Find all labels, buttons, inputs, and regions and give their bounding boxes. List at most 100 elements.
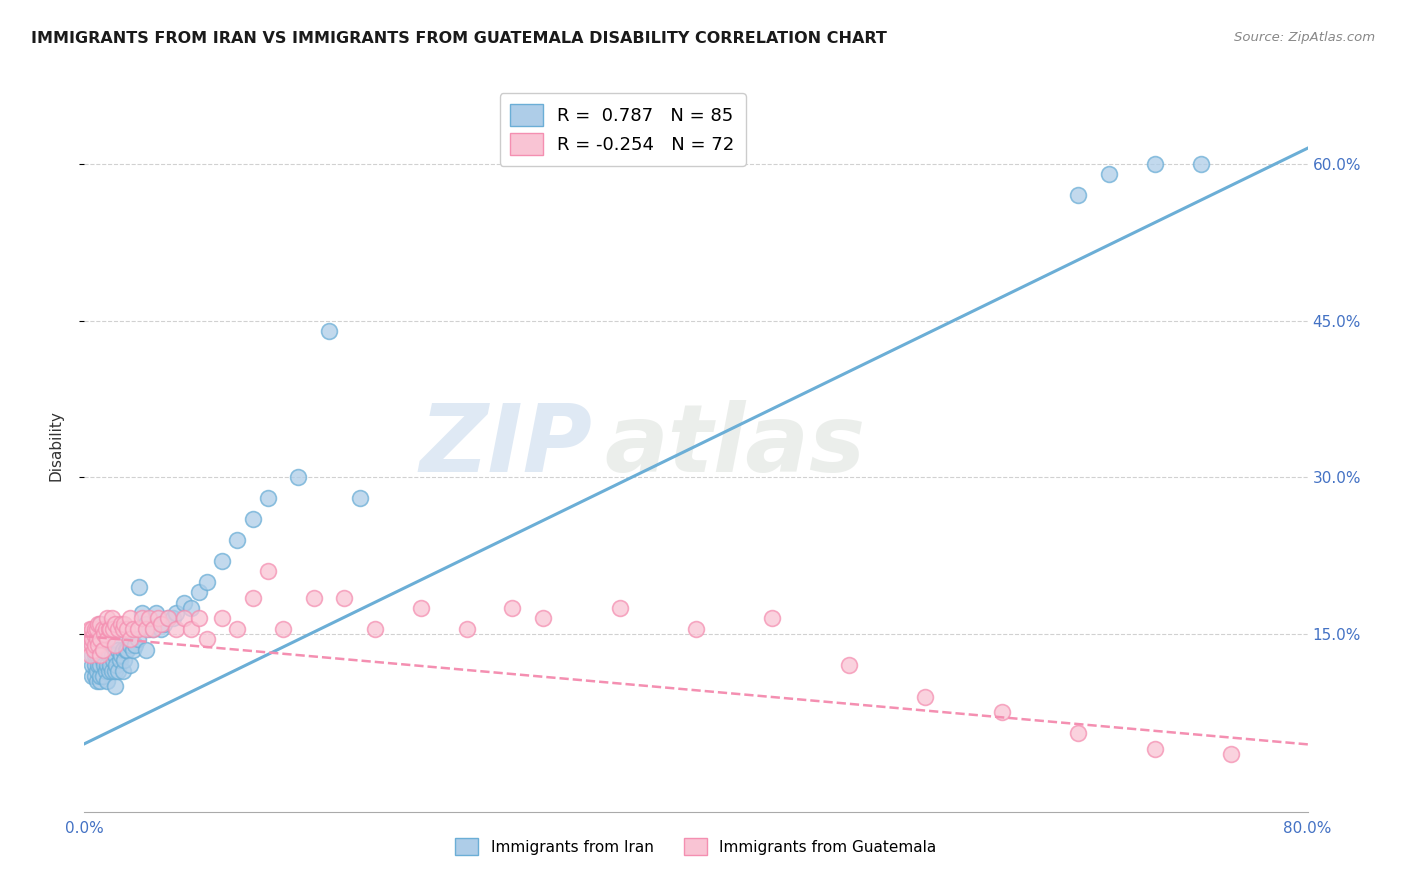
Point	[1220, 747, 1243, 762]
Point	[1098, 167, 1121, 181]
Point	[108, 653, 131, 667]
Point	[364, 622, 387, 636]
Point	[104, 664, 127, 678]
Point	[138, 611, 160, 625]
Point	[89, 648, 111, 662]
Point	[79, 648, 101, 662]
Point	[89, 658, 111, 673]
Point	[103, 653, 125, 667]
Point	[104, 648, 127, 662]
Point	[96, 642, 118, 657]
Point	[80, 622, 103, 636]
Point	[87, 638, 110, 652]
Point	[127, 622, 149, 636]
Point	[188, 611, 211, 625]
Point	[211, 611, 233, 625]
Point	[84, 648, 107, 662]
Point	[1189, 157, 1212, 171]
Point	[122, 642, 145, 657]
Point	[157, 611, 180, 625]
Point	[135, 642, 157, 657]
Point	[173, 596, 195, 610]
Point	[242, 591, 264, 605]
Point	[89, 648, 111, 662]
Point	[120, 638, 142, 652]
Point	[111, 622, 134, 636]
Point	[302, 591, 325, 605]
Point	[609, 601, 631, 615]
Point	[107, 642, 129, 657]
Point	[84, 669, 107, 683]
Point	[89, 669, 111, 683]
Point	[94, 642, 117, 657]
Point	[104, 679, 127, 693]
Point	[257, 491, 280, 506]
Point	[1143, 742, 1166, 756]
Point	[1143, 157, 1166, 171]
Point	[80, 638, 103, 652]
Point	[87, 616, 110, 631]
Point	[1067, 188, 1090, 202]
Point	[165, 606, 187, 620]
Point	[83, 642, 105, 657]
Point	[91, 622, 114, 636]
Point	[105, 658, 128, 673]
Point	[135, 616, 157, 631]
Point	[111, 642, 134, 657]
Point	[79, 622, 101, 636]
Point	[131, 611, 153, 625]
Point	[226, 622, 249, 636]
Point	[914, 690, 936, 704]
Point	[142, 622, 165, 636]
Point	[153, 616, 176, 631]
Point	[188, 585, 211, 599]
Point	[1067, 726, 1090, 740]
Point	[127, 632, 149, 647]
Point	[97, 648, 120, 662]
Point	[120, 658, 142, 673]
Point	[271, 622, 294, 636]
Point	[761, 611, 783, 625]
Point	[103, 622, 125, 636]
Point	[83, 627, 105, 641]
Point	[98, 622, 121, 636]
Point	[162, 611, 184, 625]
Point	[101, 648, 124, 662]
Point	[149, 622, 172, 636]
Point	[226, 533, 249, 547]
Point	[111, 664, 134, 678]
Point	[86, 622, 108, 636]
Point	[80, 669, 103, 683]
Point	[91, 669, 114, 683]
Point	[93, 638, 115, 652]
Point	[96, 611, 118, 625]
Point	[86, 632, 108, 647]
Point	[97, 622, 120, 636]
Point	[146, 611, 169, 625]
Legend: Immigrants from Iran, Immigrants from Guatemala: Immigrants from Iran, Immigrants from Gu…	[449, 830, 943, 863]
Point	[96, 674, 118, 689]
Point	[84, 638, 107, 652]
Point	[195, 632, 218, 647]
Point	[86, 648, 108, 662]
Point	[97, 664, 120, 678]
Point	[96, 627, 118, 641]
Point	[287, 470, 309, 484]
Point	[104, 616, 127, 631]
Point	[77, 638, 100, 652]
Point	[80, 632, 103, 647]
Point	[333, 591, 356, 605]
Point	[80, 627, 103, 641]
Point	[104, 638, 127, 652]
Point	[180, 622, 202, 636]
Point	[180, 601, 202, 615]
Point	[98, 658, 121, 673]
Point	[110, 616, 132, 631]
Point	[135, 622, 157, 636]
Point	[94, 622, 117, 636]
Point	[89, 632, 111, 647]
Point	[456, 622, 478, 636]
Point	[91, 653, 114, 667]
Point	[838, 658, 860, 673]
Point	[165, 622, 187, 636]
